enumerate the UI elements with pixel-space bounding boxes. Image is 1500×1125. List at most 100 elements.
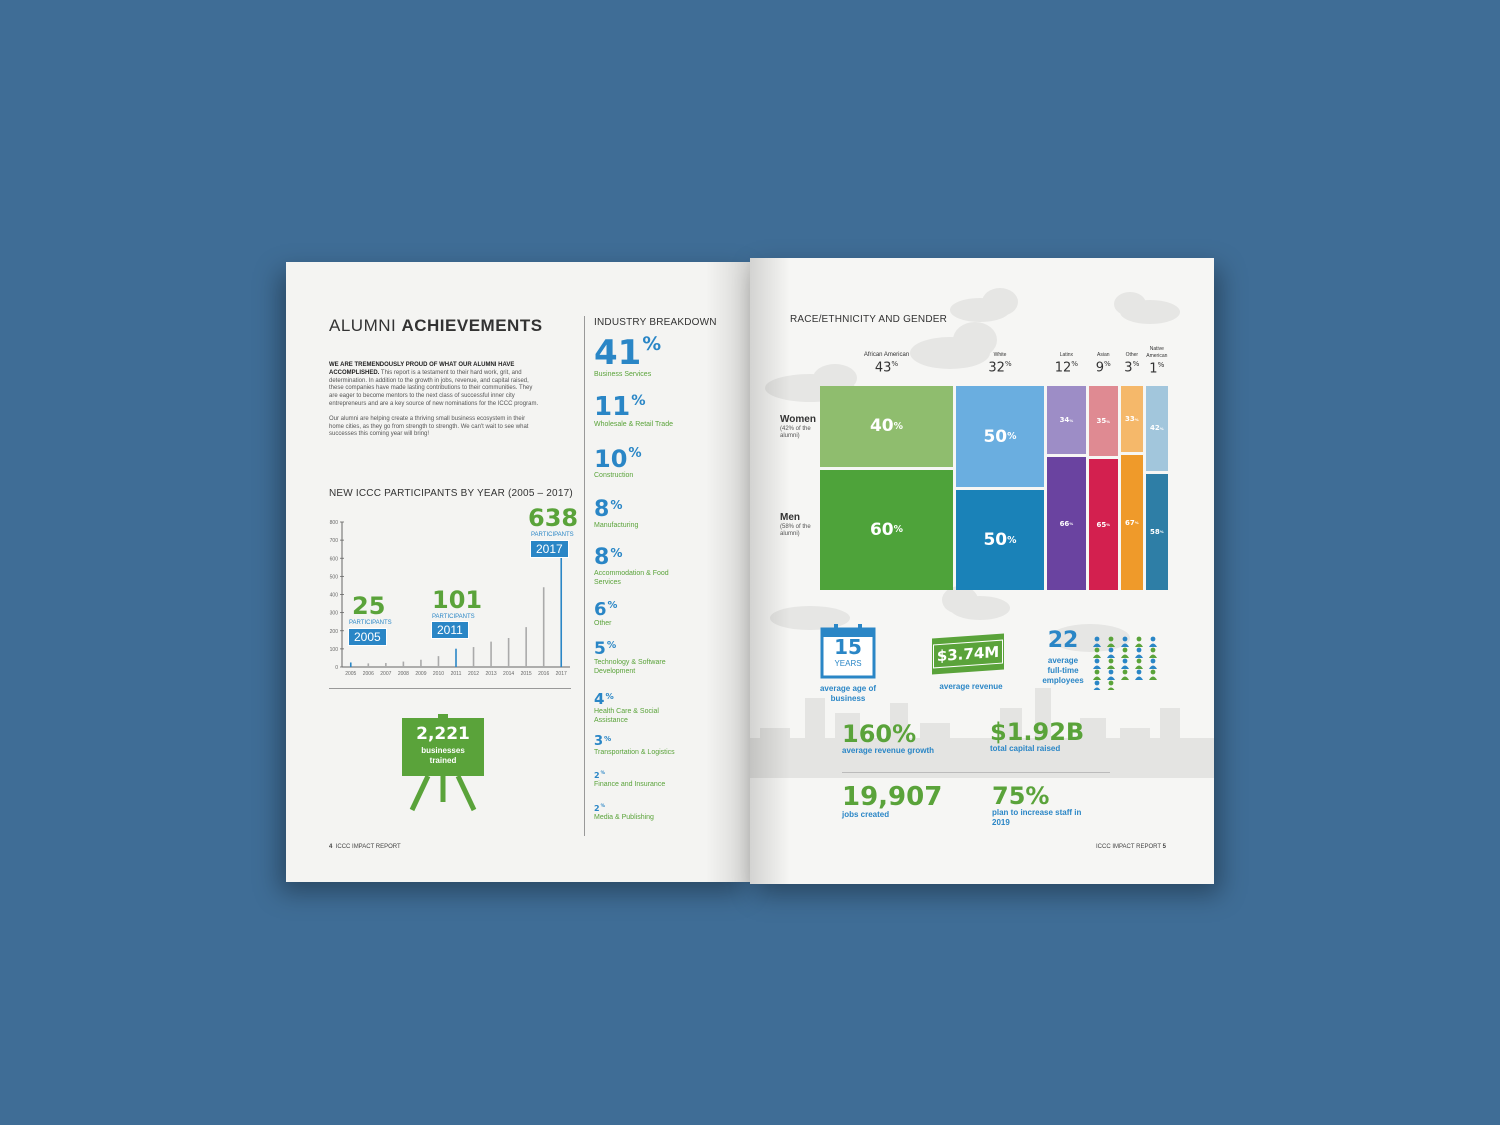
- column-header-5: Native American 1%: [1136, 346, 1178, 376]
- industry-label: Media & Publishing: [594, 814, 654, 821]
- plan-label: plan to increase staff in 2019: [992, 808, 1082, 827]
- industry-label: Transportation & Logistics: [594, 749, 675, 756]
- person-icon: [1093, 647, 1101, 658]
- industry-divider: [584, 316, 585, 836]
- background-illustration: [750, 288, 1214, 778]
- industry-label: Manufacturing: [594, 522, 639, 529]
- age-value: 15: [834, 635, 862, 659]
- x-tick-label: 2008: [398, 671, 409, 677]
- cell-women-5: 42%: [1145, 386, 1168, 471]
- cell-men-0: 60%: [820, 469, 953, 590]
- person-icon: [1093, 680, 1101, 690]
- industry-value: 2%: [594, 804, 605, 813]
- callout-value-2005: 25: [352, 592, 386, 620]
- percent-sign: %: [610, 546, 623, 560]
- person-icon: [1149, 636, 1157, 647]
- growth-value: 160%: [842, 720, 917, 748]
- column-header-0: African American 43%: [810, 352, 963, 375]
- x-tick-label: 2017: [556, 671, 567, 677]
- industry-value: 2%: [594, 771, 605, 780]
- person-icon: [1093, 636, 1101, 647]
- industry-label: Technology & Software Development: [594, 659, 666, 675]
- callout-year-2011: 2011: [431, 621, 469, 639]
- person-icon: [1135, 636, 1143, 647]
- industry-label: Accommodation & Food Services: [594, 570, 669, 586]
- cell-women-2: 34%: [1047, 386, 1086, 455]
- person-icon: [1149, 647, 1157, 658]
- person-icon: [1093, 669, 1101, 680]
- cell-women-4: 33%: [1120, 386, 1143, 453]
- intro-body-2: Our alumni are helping create a thriving…: [329, 415, 529, 438]
- x-tick-label: 2011: [451, 671, 462, 677]
- industry-item: 10% Construction: [594, 447, 684, 480]
- jobs-stat: 19,907 jobs created: [842, 784, 942, 820]
- industry-value: 4%: [594, 690, 614, 708]
- person-icon: [1149, 658, 1157, 669]
- employees-value: 22: [1047, 628, 1079, 653]
- person-icon: [1093, 658, 1101, 669]
- y-tick-label: 500: [330, 574, 339, 580]
- person-icon: [1149, 669, 1157, 680]
- plan-value: 75%: [992, 782, 1050, 810]
- footer-left: 4 ICCC IMPACT REPORT: [329, 844, 401, 850]
- industry-value: 5%: [594, 639, 617, 659]
- person-icon: [1121, 669, 1129, 680]
- revenue-value: $3.74M: [932, 639, 1004, 669]
- x-tick-label: 2007: [380, 671, 391, 677]
- revenue-label: average revenue: [939, 682, 1003, 691]
- percent-sign: %: [642, 334, 662, 355]
- x-tick-label: 2013: [486, 671, 497, 677]
- race-chart-title: RACE/ETHNICITY AND GENDER: [790, 314, 948, 325]
- callout-year-2017: 2017: [530, 540, 569, 558]
- calendar-icon: [820, 624, 876, 679]
- callout-value-2011: 101: [432, 586, 483, 614]
- percent-sign: %: [600, 771, 605, 776]
- intro-text: WE ARE TREMENDOUSLY PROUD OF WHAT OUR AL…: [329, 362, 539, 446]
- intro-lead: WE ARE TREMENDOUSLY PROUD OF WHAT OUR AL…: [329, 362, 515, 376]
- y-tick-label: 0: [335, 665, 338, 671]
- plan-stat: 75% plan to increase staff in 2019: [992, 784, 1082, 828]
- percent-sign: %: [600, 804, 605, 809]
- cell-men-2: 66%: [1047, 457, 1086, 590]
- industry-label: Other: [594, 620, 612, 627]
- y-tick-label: 400: [330, 593, 339, 599]
- brochure-spread: ALUMNI ACHIEVEMENTS WE ARE TREMENDOUSLY …: [286, 258, 1214, 884]
- y-tick-label: 700: [330, 538, 339, 544]
- y-tick-label: 600: [330, 556, 339, 562]
- column-share: 32%: [988, 359, 1012, 376]
- callout-caption-2005: PARTICIPANTS: [349, 620, 392, 626]
- person-icon: [1107, 658, 1115, 669]
- race-gender-mosaic: 40% 60% African American 43% 50% 50% White 32% 3…: [750, 258, 1214, 618]
- x-tick-label: 2012: [468, 671, 479, 677]
- industry-label: Wholesale & Retail Trade: [594, 421, 673, 428]
- industry-item: 41% Business Services: [594, 334, 684, 379]
- x-tick-label: 2009: [415, 671, 426, 677]
- cell-men-5: 58%: [1145, 473, 1168, 590]
- column-name: White: [993, 352, 1007, 358]
- person-icon: [1107, 636, 1115, 647]
- age-label: average age of business: [819, 684, 877, 703]
- column-name: Latinx: [1059, 352, 1074, 358]
- stats-divider: [842, 772, 1110, 773]
- industry-item: 8% Manufacturing: [594, 499, 684, 530]
- industry-item: 4% Health Care & Social Assistance: [594, 692, 684, 725]
- callout-caption-2011: PARTICIPANTS: [432, 614, 475, 620]
- column-name: African American: [863, 352, 910, 358]
- industry-value: 10%: [594, 445, 642, 473]
- age-unit: YEARS: [834, 659, 862, 668]
- callout-year-2005: 2005: [348, 628, 387, 646]
- calendar-graphic: 15 YEARS: [820, 623, 876, 681]
- men-note: (58% of the alumni): [780, 524, 811, 537]
- businesses-value: 2,221: [416, 724, 470, 744]
- person-icon: [1121, 647, 1129, 658]
- easel-icon: [402, 714, 484, 812]
- column-header-2: Latinx 12%: [1037, 352, 1096, 375]
- percent-sign: %: [631, 393, 646, 409]
- intro-body: This report is a testament to their hard…: [329, 369, 539, 407]
- jobs-label: jobs created: [842, 810, 890, 819]
- percent-sign: %: [607, 600, 618, 611]
- x-tick-label: 2010: [433, 671, 444, 677]
- person-icon: [1135, 647, 1143, 658]
- women-note: (42% of the alumni): [780, 426, 811, 439]
- y-tick-label: 300: [330, 611, 339, 617]
